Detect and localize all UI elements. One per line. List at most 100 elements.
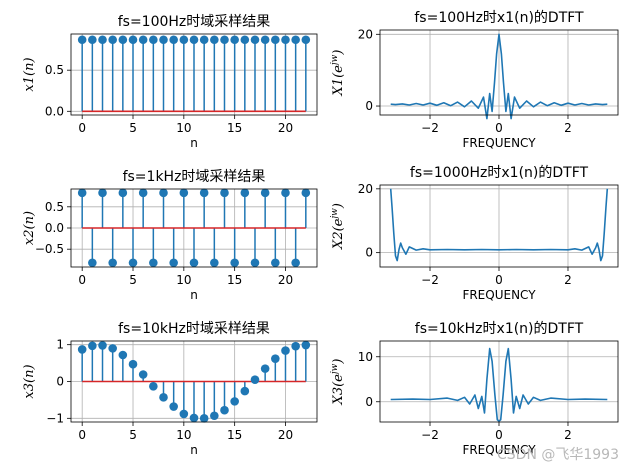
x-tick-label: 20: [278, 428, 293, 442]
subplot-6: −2 0 2 0 10 fs=10kHz时x1(n)的DTFT FREQUENCY X3(ej…: [330, 321, 619, 457]
y-axis-label: X2(ejw): [330, 203, 346, 250]
x-tick-label: 5: [129, 428, 137, 442]
stem-marker: [128, 258, 138, 268]
stem-marker: [118, 188, 128, 198]
stem-marker: [169, 402, 178, 411]
stem-marker: [118, 350, 128, 360]
y-tick-label: 0: [365, 246, 373, 260]
stem-marker: [189, 258, 199, 268]
y-tick-label: −0.5: [35, 242, 64, 256]
stem-marker: [169, 258, 178, 268]
stem-marker: [281, 188, 290, 198]
stem-marker: [210, 411, 219, 421]
y-axis-label: x2(n): [22, 211, 37, 245]
stem-marker: [220, 188, 229, 198]
subplot-title: fs=100Hz时x1(n)的DTFT: [414, 10, 584, 26]
stem-marker: [250, 375, 260, 384]
stem-marker: [149, 258, 158, 268]
x-tick-label: 5: [129, 273, 137, 287]
series-line: [390, 347, 608, 422]
y-tick-label: 20: [358, 27, 373, 41]
stem-marker: [128, 35, 138, 45]
stem-marker: [271, 258, 280, 268]
subplot-title: fs=100Hz时域采样结果: [118, 14, 271, 30]
stem-marker: [108, 344, 117, 353]
x-tick-label: 10: [176, 428, 191, 442]
x-tick-label: 5: [129, 121, 137, 135]
x-tick-label: 20: [278, 273, 293, 287]
stem-marker: [220, 35, 229, 45]
x-tick-label: 10: [176, 121, 191, 135]
y-axis-label: X3(ejw): [330, 359, 346, 406]
subplot-5: 0 5 10 15 20 −1 0 1 fs=10kHz时域采样结果 n x3(n): [22, 321, 318, 457]
stem-marker: [271, 35, 280, 45]
y-tick-label: 10: [358, 350, 373, 364]
x-tick-label: −2: [421, 273, 439, 287]
stem-marker: [77, 35, 87, 45]
stem-marker: [138, 188, 148, 198]
subplot-3: 0 5 10 15 20 −0.5 0.0 0.5 fs=1kHz时域采样结果 n x2(n): [22, 169, 318, 302]
stem-marker: [230, 258, 239, 268]
x-tick-label: 0: [495, 428, 503, 442]
y-tick-label: 0: [365, 395, 373, 409]
stem-marker: [179, 35, 189, 45]
x-axis-label: FREQUENCY: [462, 288, 536, 302]
subplot-1: 0 5 10 15 20 0.0 0.5 fs=100Hz时域采样结果 n x1(n): [22, 14, 318, 150]
x-tick-label: −2: [421, 428, 439, 442]
stem-marker: [98, 341, 107, 350]
stem-marker: [149, 35, 158, 45]
stem-marker: [88, 258, 97, 268]
stem-marker: [240, 35, 250, 45]
x-axis-label: n: [190, 136, 198, 150]
stem-marker: [138, 35, 148, 45]
x-tick-label: 0: [78, 428, 86, 442]
subplot-title: fs=10kHz时x1(n)的DTFT: [415, 321, 584, 337]
stem-marker: [291, 258, 300, 268]
y-tick-label: 0.5: [45, 63, 64, 77]
axes-frame: [70, 33, 318, 116]
stem-marker: [179, 409, 189, 419]
stem-marker: [210, 35, 219, 45]
y-tick-label: 0.0: [45, 104, 64, 118]
y-tick-label: 20: [358, 182, 373, 196]
x-axis-label: n: [190, 443, 198, 457]
stem-marker: [159, 35, 168, 45]
stem-marker: [189, 35, 199, 45]
x-axis-label: n: [190, 288, 198, 302]
x-tick-label: 2: [564, 121, 572, 135]
stem-marker: [159, 393, 168, 402]
stem-marker: [138, 370, 148, 379]
stem-marker: [189, 413, 199, 423]
stem-marker: [149, 381, 158, 391]
stem-marker: [260, 188, 270, 198]
stem-marker: [88, 35, 97, 45]
subplot-4: −2 0 2020fs=1000Hz时x1(n)的DTFTFREQUENCYX2(e…: [330, 165, 619, 302]
x-tick-label: 15: [227, 121, 242, 135]
stem-marker: [301, 188, 311, 198]
x-tick-label: 0: [78, 121, 86, 135]
subplot-title: fs=10kHz时域采样结果: [118, 321, 270, 337]
stem-marker: [301, 35, 311, 45]
stem-marker: [260, 364, 270, 373]
y-tick-label: 0: [56, 375, 64, 389]
x-tick-label: −2: [421, 121, 439, 135]
stem-marker: [291, 35, 300, 45]
x-axis-label: FREQUENCY: [462, 136, 536, 150]
stem-marker: [250, 35, 260, 45]
series-line: [389, 188, 609, 262]
stem-marker: [118, 35, 128, 45]
stem-marker: [98, 35, 107, 45]
stem-marker: [291, 341, 300, 351]
y-axis-label: x1(n): [22, 57, 37, 91]
stem-marker: [108, 35, 117, 45]
stem-marker: [128, 359, 138, 369]
x-tick-label: 10: [176, 273, 191, 287]
subplot-title: fs=1000Hz时x1(n)的DTFT: [410, 165, 589, 181]
x-tick-label: 0: [78, 273, 86, 287]
stem-marker: [260, 35, 270, 45]
stem-marker: [230, 397, 239, 406]
x-tick-label: 20: [278, 121, 293, 135]
watermark: CSDN @飞华1993: [497, 447, 619, 463]
x-tick-label: 15: [227, 273, 242, 287]
